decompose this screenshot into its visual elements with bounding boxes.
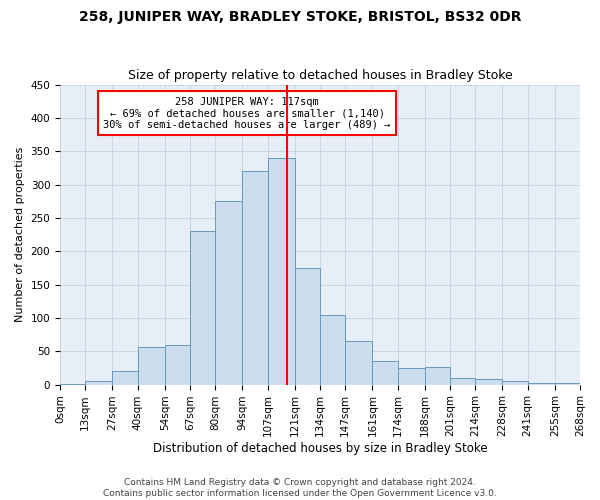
Bar <box>268 158 295 384</box>
Bar <box>215 201 242 384</box>
Y-axis label: Number of detached properties: Number of detached properties <box>15 147 25 322</box>
Bar <box>398 368 425 384</box>
Bar <box>112 372 137 384</box>
Bar <box>345 342 373 384</box>
Bar <box>242 171 268 384</box>
Text: Contains HM Land Registry data © Crown copyright and database right 2024.
Contai: Contains HM Land Registry data © Crown c… <box>103 478 497 498</box>
Bar <box>475 380 502 384</box>
Bar <box>85 382 112 384</box>
Title: Size of property relative to detached houses in Bradley Stoke: Size of property relative to detached ho… <box>128 69 512 82</box>
Text: 258, JUNIPER WAY, BRADLEY STOKE, BRISTOL, BS32 0DR: 258, JUNIPER WAY, BRADLEY STOKE, BRISTOL… <box>79 10 521 24</box>
Bar <box>320 314 345 384</box>
Bar <box>190 231 215 384</box>
Bar <box>295 268 320 384</box>
X-axis label: Distribution of detached houses by size in Bradley Stoke: Distribution of detached houses by size … <box>153 442 487 455</box>
Bar <box>425 366 450 384</box>
Text: 258 JUNIPER WAY: 117sqm
← 69% of detached houses are smaller (1,140)
30% of semi: 258 JUNIPER WAY: 117sqm ← 69% of detache… <box>103 96 391 130</box>
Bar <box>450 378 475 384</box>
Bar <box>502 382 527 384</box>
Bar <box>137 346 165 385</box>
Bar <box>165 344 190 385</box>
Bar <box>373 362 398 384</box>
